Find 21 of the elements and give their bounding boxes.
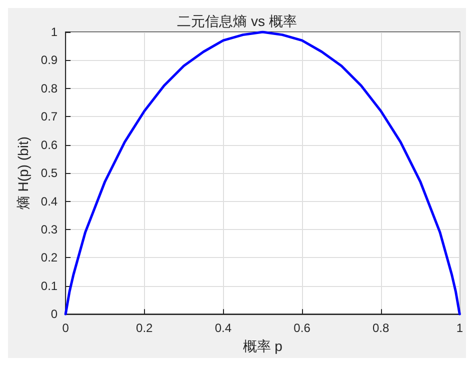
y-tick-label: 0.1 (40, 278, 58, 293)
x-tick-label: 0.4 (214, 321, 232, 336)
y-tick-label: 0.5 (40, 166, 58, 180)
y-tick-label: 0.8 (40, 81, 58, 96)
y-tick-label: 0.3 (40, 222, 58, 236)
chart-title: 二元信息熵 vs 概率 (177, 13, 297, 29)
y-tick-label: 1 (50, 25, 58, 39)
x-tick-label: 0 (62, 321, 70, 336)
y-tick-label: 0.2 (40, 250, 58, 265)
x-tick-label: 1 (456, 321, 464, 336)
y-tick-label: 0.4 (40, 194, 58, 208)
x-axis-title: 概率 p (242, 338, 283, 354)
y-tick-label: 0 (50, 307, 58, 322)
y-axis-title: 熵 H(p) (bit) (15, 136, 31, 210)
y-tick-label: 0.6 (40, 138, 58, 152)
x-tick-label: 0.6 (294, 321, 311, 336)
line-series (64, 30, 461, 316)
y-tick-label: 0.9 (40, 53, 58, 68)
x-tick-label: 0.8 (372, 321, 390, 336)
y-tick-label: 0.7 (40, 110, 58, 124)
x-tick-label: 0.2 (136, 321, 154, 336)
